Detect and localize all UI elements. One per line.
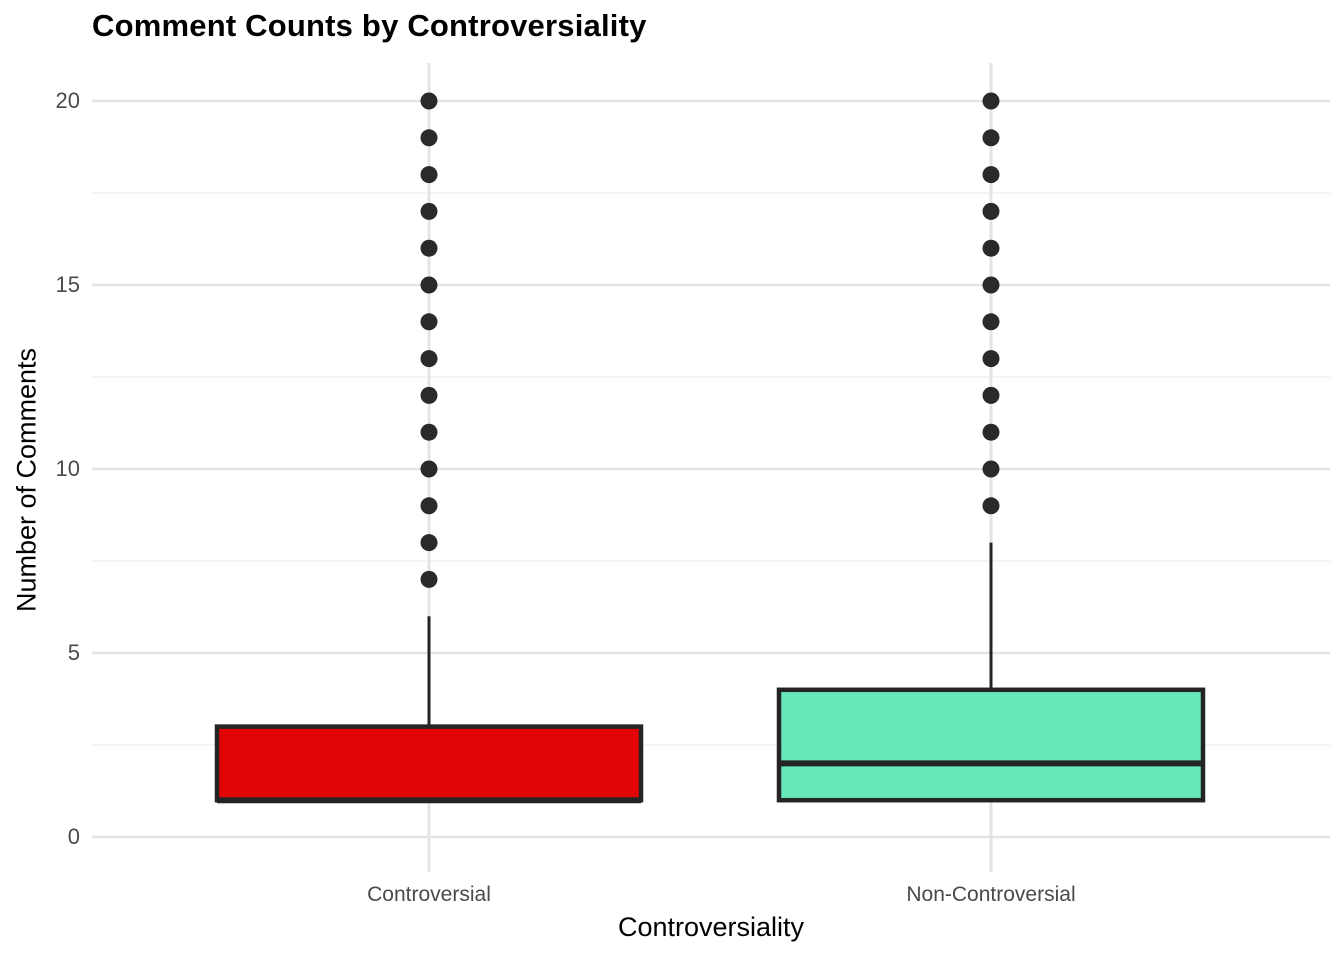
chart-title: Comment Counts by Controversiality — [92, 8, 647, 43]
y-tick-label: 5 — [67, 640, 80, 665]
outlier-point — [982, 386, 1000, 404]
outlier-point — [420, 497, 438, 515]
outlier-point — [982, 166, 1000, 184]
outlier-point — [420, 570, 438, 588]
outlier-point — [420, 129, 438, 147]
outlier-point — [982, 129, 1000, 147]
y-tick-label: 0 — [67, 824, 80, 849]
outlier-point — [420, 276, 438, 294]
outlier-point — [420, 460, 438, 478]
outlier-point — [982, 276, 1000, 294]
outlier-point — [420, 202, 438, 220]
outlier-point — [420, 92, 438, 110]
outlier-point — [982, 92, 1000, 110]
outlier-point — [982, 423, 1000, 441]
iqr-box — [214, 724, 644, 803]
x-tick-label: Controversial — [367, 883, 491, 906]
outlier-point — [420, 313, 438, 331]
outlier-point — [420, 239, 438, 257]
outlier-point — [982, 460, 1000, 478]
outlier-point — [982, 313, 1000, 331]
y-tick-label: 20 — [55, 88, 80, 113]
outlier-point — [982, 497, 1000, 515]
outlier-point — [420, 166, 438, 184]
outlier-point — [982, 239, 1000, 257]
iqr-box — [776, 687, 1206, 803]
outlier-point — [420, 534, 438, 552]
outlier-point — [982, 350, 1000, 368]
outlier-point — [420, 350, 438, 368]
y-tick-label: 15 — [55, 272, 80, 297]
y-tick-label: 10 — [55, 456, 80, 481]
outlier-point — [982, 202, 1000, 220]
x-tick-label: Non-Controversial — [906, 883, 1076, 906]
outlier-point — [420, 386, 438, 404]
outlier-point — [420, 423, 438, 441]
x-axis-title: Controversiality — [617, 912, 805, 942]
